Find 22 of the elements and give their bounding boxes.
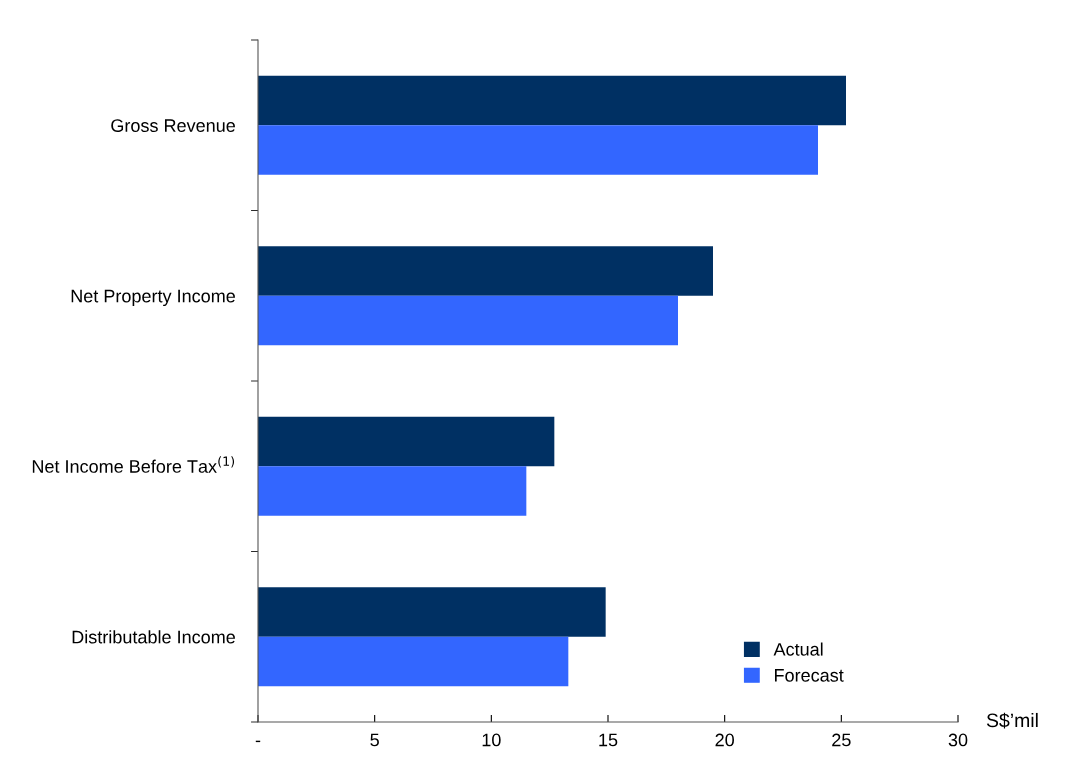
x-tick-label: 30 [948, 733, 968, 747]
bar [258, 75, 846, 126]
legend-label: Forecast [775, 669, 844, 682]
bar [258, 636, 569, 687]
y-tick-label: Net Property Income [71, 289, 235, 307]
x-axis-title: S$’mil [986, 712, 1038, 729]
x-tick-label: 25 [832, 733, 851, 747]
x-tick-label: 20 [715, 733, 734, 747]
x-tick-label: 5 [370, 733, 379, 747]
bar [258, 587, 606, 637]
bar [258, 125, 818, 175]
bar [258, 466, 527, 516]
y-tick-label: Gross Revenue [111, 119, 235, 132]
bar [258, 246, 713, 296]
bar [258, 416, 555, 467]
x-tick-label: 10 [482, 733, 501, 747]
bar [258, 295, 678, 346]
x-tick-label: - [255, 740, 261, 743]
y-tick-label: Distributable Income [72, 630, 235, 644]
x-tick-label: 15 [599, 733, 618, 747]
y-tick-label: Net Income Before Tax$^{(1)}$ [32, 456, 235, 473]
legend-label: Actual [773, 642, 823, 656]
